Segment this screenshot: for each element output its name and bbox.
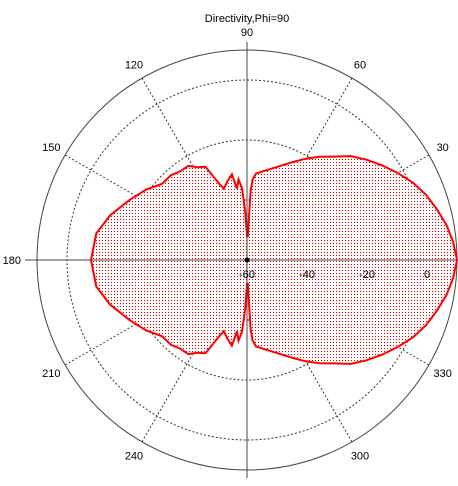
radial-label-2: -20 xyxy=(359,269,375,281)
chart-title: Directivity,Phi=90 xyxy=(205,13,289,25)
polar-axes xyxy=(25,42,458,478)
radial-label-0: -60 xyxy=(239,269,255,281)
angle-label-150: 150 xyxy=(42,142,60,154)
angle-label-30: 30 xyxy=(437,142,449,154)
angle-label-330: 330 xyxy=(434,368,452,380)
angle-label-180: 180 xyxy=(3,255,21,267)
angle-label-60: 60 xyxy=(354,59,366,71)
angle-label-240: 240 xyxy=(125,451,143,463)
center-point xyxy=(245,258,250,263)
angle-label-90: 90 xyxy=(241,27,253,39)
radial-label-3: 0 xyxy=(424,269,430,281)
angle-label-120: 120 xyxy=(125,59,143,71)
angle-label-300: 300 xyxy=(351,451,369,463)
angle-label-210: 210 xyxy=(42,368,60,380)
radial-label-1: -40 xyxy=(299,269,315,281)
